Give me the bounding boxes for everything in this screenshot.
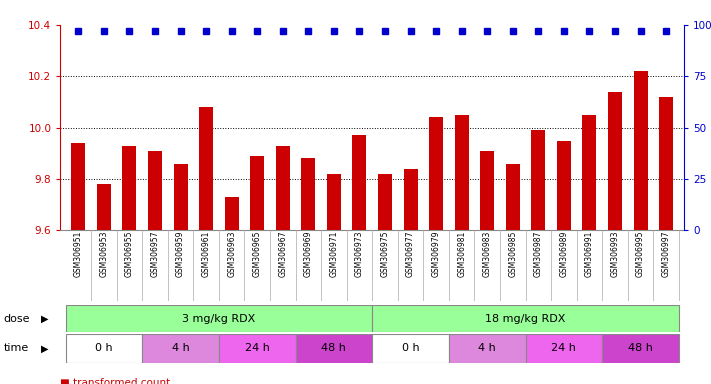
Bar [480, 151, 494, 230]
Bar [71, 143, 85, 230]
Text: dose: dose [4, 314, 30, 324]
Text: time: time [4, 343, 29, 354]
Text: GSM306985: GSM306985 [508, 230, 518, 277]
Text: ▶: ▶ [41, 343, 49, 354]
Text: 18 mg/kg RDX: 18 mg/kg RDX [486, 314, 566, 324]
Text: GSM306975: GSM306975 [380, 230, 390, 277]
Bar [602, 334, 679, 363]
Bar [142, 334, 219, 363]
Text: GSM306977: GSM306977 [406, 230, 415, 277]
Bar [65, 305, 373, 332]
Bar [353, 136, 366, 230]
Bar [582, 115, 597, 230]
Bar [525, 334, 602, 363]
Text: GSM306991: GSM306991 [585, 230, 594, 277]
Bar [404, 169, 417, 230]
Text: 3 mg/kg RDX: 3 mg/kg RDX [182, 314, 255, 324]
Text: GSM306997: GSM306997 [662, 230, 670, 277]
Bar [454, 115, 469, 230]
Bar [250, 156, 264, 230]
Bar [97, 184, 111, 230]
Text: GSM306987: GSM306987 [534, 230, 542, 277]
Bar [219, 334, 296, 363]
Bar [327, 174, 341, 230]
Text: GSM306955: GSM306955 [125, 230, 134, 277]
Text: 0 h: 0 h [402, 343, 419, 354]
Text: GSM306967: GSM306967 [278, 230, 287, 277]
Bar [429, 118, 443, 230]
Text: 48 h: 48 h [321, 343, 346, 354]
Text: 24 h: 24 h [245, 343, 269, 354]
Bar [199, 107, 213, 230]
Bar [557, 141, 571, 230]
Text: GSM306953: GSM306953 [100, 230, 108, 277]
Bar [225, 197, 239, 230]
Bar [449, 334, 525, 363]
Text: 24 h: 24 h [552, 343, 577, 354]
Text: GSM306957: GSM306957 [151, 230, 159, 277]
Text: 48 h: 48 h [628, 343, 653, 354]
Text: GSM306963: GSM306963 [227, 230, 236, 277]
Text: 4 h: 4 h [171, 343, 189, 354]
Text: GSM306989: GSM306989 [560, 230, 568, 277]
Bar [373, 305, 679, 332]
Text: GSM306959: GSM306959 [176, 230, 185, 277]
Bar [634, 71, 648, 230]
Text: ▶: ▶ [41, 314, 49, 324]
Bar [301, 159, 316, 230]
Bar [65, 334, 142, 363]
Text: GSM306961: GSM306961 [202, 230, 210, 277]
Bar [373, 334, 449, 363]
Text: GSM306995: GSM306995 [636, 230, 645, 277]
Text: 4 h: 4 h [479, 343, 496, 354]
Bar [296, 334, 373, 363]
Text: GSM306983: GSM306983 [483, 230, 492, 277]
Bar [531, 130, 545, 230]
Text: GSM306965: GSM306965 [252, 230, 262, 277]
Text: GSM306973: GSM306973 [355, 230, 364, 277]
Bar [122, 146, 137, 230]
Text: GSM306971: GSM306971 [329, 230, 338, 277]
Text: GSM306969: GSM306969 [304, 230, 313, 277]
Text: ■ transformed count: ■ transformed count [60, 378, 171, 384]
Text: GSM306979: GSM306979 [432, 230, 441, 277]
Bar [608, 92, 622, 230]
Text: GSM306951: GSM306951 [74, 230, 82, 277]
Bar [378, 174, 392, 230]
Text: 0 h: 0 h [95, 343, 112, 354]
Text: GSM306993: GSM306993 [611, 230, 619, 277]
Bar [276, 146, 290, 230]
Bar [506, 164, 520, 230]
Bar [173, 164, 188, 230]
Bar [659, 97, 673, 230]
Text: GSM306981: GSM306981 [457, 230, 466, 276]
Bar [148, 151, 162, 230]
